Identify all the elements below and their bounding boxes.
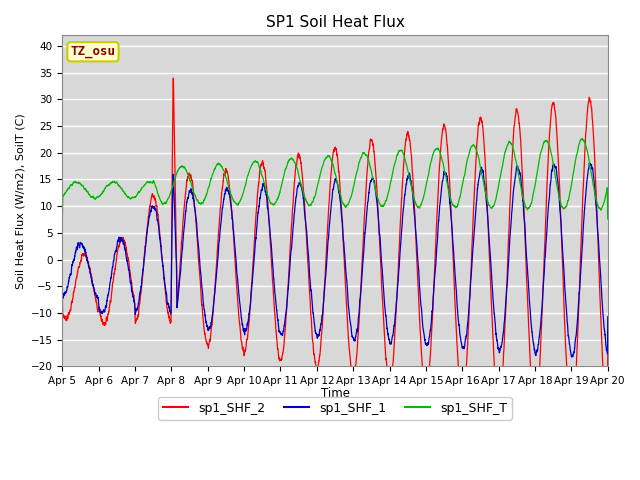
sp1_SHF_2 [488,318,496,324]
sp1_SHF_2 [170,75,177,81]
sp1_SHF_2 [428,340,435,346]
sp1_SHF_1 [58,279,66,285]
sp1_SHF_1 [156,239,164,245]
sp1_SHF_1 [604,314,612,320]
sp1_SHF_1 [488,280,496,286]
Title: SP1 Soil Heat Flux: SP1 Soil Heat Flux [266,15,404,30]
X-axis label: Time: Time [321,387,349,400]
sp1_SHF_1 [427,323,435,328]
sp1_SHF_T [427,159,435,165]
Text: TZ_osu: TZ_osu [70,45,115,58]
sp1_SHF_T [458,189,465,194]
sp1_SHF_2 [604,352,612,358]
sp1_SHF_2 [315,360,323,365]
sp1_SHF_2 [604,417,611,423]
Y-axis label: Soil Heat Flux (W/m2), SoilT (C): Soil Heat Flux (W/m2), SoilT (C) [15,113,25,288]
sp1_SHF_2 [156,235,164,241]
sp1_SHF_T [579,135,586,141]
sp1_SHF_T [156,197,164,203]
sp1_SHF_1 [604,348,611,354]
Line: sp1_SHF_2: sp1_SHF_2 [62,78,608,421]
sp1_SHF_T [58,222,66,228]
sp1_SHF_T [488,205,496,211]
sp1_SHF_1 [458,338,465,344]
Line: sp1_SHF_1: sp1_SHF_1 [62,163,608,357]
sp1_SHF_T [604,216,612,222]
Line: sp1_SHF_T: sp1_SHF_T [62,138,608,225]
sp1_SHF_T [315,179,323,185]
Legend: sp1_SHF_2, sp1_SHF_1, sp1_SHF_T: sp1_SHF_2, sp1_SHF_1, sp1_SHF_T [158,396,512,420]
sp1_SHF_1 [586,160,593,166]
sp1_SHF_T [604,186,611,192]
sp1_SHF_2 [568,418,575,424]
sp1_SHF_1 [568,354,575,360]
sp1_SHF_1 [315,333,323,338]
sp1_SHF_2 [458,392,465,397]
sp1_SHF_2 [58,288,66,294]
